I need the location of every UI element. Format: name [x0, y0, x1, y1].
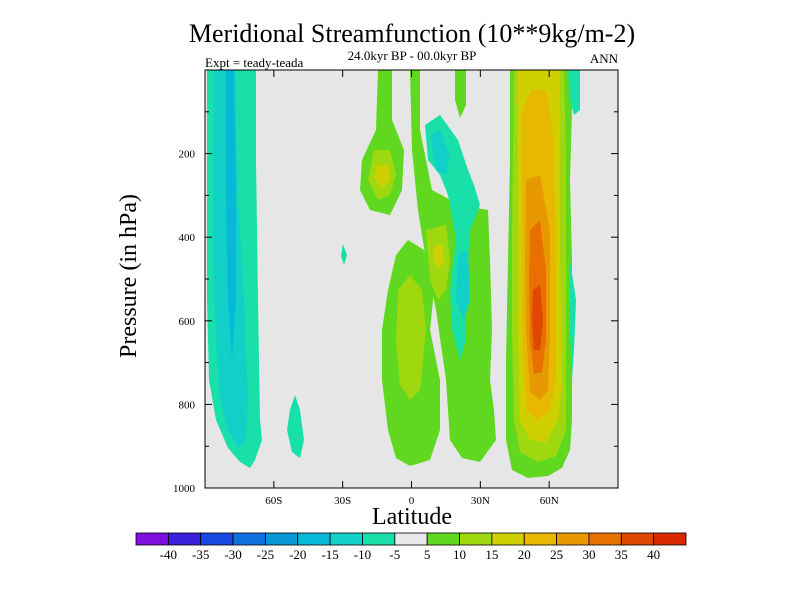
colorbar-level-label: 15 — [485, 547, 498, 562]
colorbar-level-label: -40 — [160, 547, 177, 562]
experiment-label: Expt = teady-teada — [205, 55, 304, 70]
y-tick-label: 800 — [179, 399, 196, 411]
tropical-positive-top-strip — [455, 70, 466, 118]
colorbar-swatch — [588, 532, 622, 546]
y-axis: 200 400 600 800 1000 — [173, 111, 618, 495]
colorbar-level-label: 5 — [424, 547, 431, 562]
colorbar-swatch — [265, 532, 299, 546]
x-axis-label: Latitude — [372, 504, 452, 530]
sh-tiny-blob — [341, 244, 347, 265]
colorbar-swatch — [362, 532, 396, 546]
y-tick-label: 600 — [179, 316, 196, 328]
sh-lower-blob — [287, 395, 304, 458]
tropical-negative-patch — [425, 115, 480, 360]
colorbar-swatch — [426, 532, 460, 546]
sh-negative-cell-core — [226, 70, 236, 360]
colorbar-swatch — [232, 532, 266, 546]
x-tick-label: 30N — [471, 495, 490, 507]
colorbar-swatch — [653, 532, 687, 546]
colorbar-level-label: -5 — [389, 547, 400, 562]
tropical-positive-right-peak — [433, 245, 444, 270]
y-axis-label: Pressure (in hPa) — [116, 194, 142, 358]
colorbar-level-label: -35 — [192, 547, 209, 562]
colorbar-swatch — [394, 532, 428, 546]
x-axis: 60S 30S 0 30N 60N — [265, 70, 559, 507]
nh-positive-cell-35 — [532, 285, 543, 350]
chart-title: Meridional Streamfunction (10**9kg/m-2) — [189, 19, 635, 48]
y-tick-label: 400 — [179, 232, 196, 244]
colorbar-level-label: 40 — [647, 547, 660, 562]
colorbar-level-label: 35 — [615, 547, 628, 562]
colorbar-level-label: 30 — [582, 547, 595, 562]
colorbar-level-label: 10 — [453, 547, 466, 562]
colorbar-swatch — [167, 532, 202, 546]
tropical-positive-upper-peak — [374, 165, 390, 188]
colorbar-level-label: 25 — [550, 547, 563, 562]
x-tick-label: 0 — [409, 495, 415, 507]
contour-fills — [207, 70, 580, 478]
chart-subtitle: 24.0kyr BP - 00.0kyr BP — [348, 48, 477, 63]
colorbar-swatch — [523, 532, 557, 546]
colorbar: -40 -35 -30 -25 -20 -15 -10 -5 5 10 15 20 25 30 35 40 — [135, 532, 687, 562]
colorbar-level-label: -20 — [289, 547, 306, 562]
colorbar-swatch — [491, 532, 525, 546]
tropical-negative-lower-core — [456, 250, 470, 320]
colorbar-swatch — [620, 532, 655, 546]
x-tick-label: 60S — [265, 495, 282, 507]
colorbar-swatch — [297, 532, 331, 546]
nh-negative-strip — [568, 70, 580, 115]
nh-negative-lower — [570, 260, 576, 380]
colorbar-level-label: -15 — [321, 547, 338, 562]
tropical-positive-lower-core — [396, 275, 426, 400]
x-tick-label: 60N — [540, 495, 559, 507]
colorbar-swatch — [556, 532, 590, 546]
season-label: ANN — [590, 51, 619, 66]
colorbar-level-label: -25 — [257, 547, 274, 562]
y-tick-label: 1000 — [173, 483, 196, 495]
colorbar-swatch — [459, 532, 493, 546]
colorbar-level-label: -30 — [224, 547, 241, 562]
colorbar-swatch — [200, 532, 234, 546]
colorbar-level-label: -10 — [354, 547, 371, 562]
tropical-negative-core — [430, 130, 450, 175]
y-tick-label: 200 — [179, 149, 196, 161]
x-tick-label: 30S — [334, 495, 351, 507]
colorbar-level-label: 20 — [518, 547, 531, 562]
colorbar-swatch — [135, 532, 169, 546]
colorbar-swatch — [329, 532, 363, 546]
